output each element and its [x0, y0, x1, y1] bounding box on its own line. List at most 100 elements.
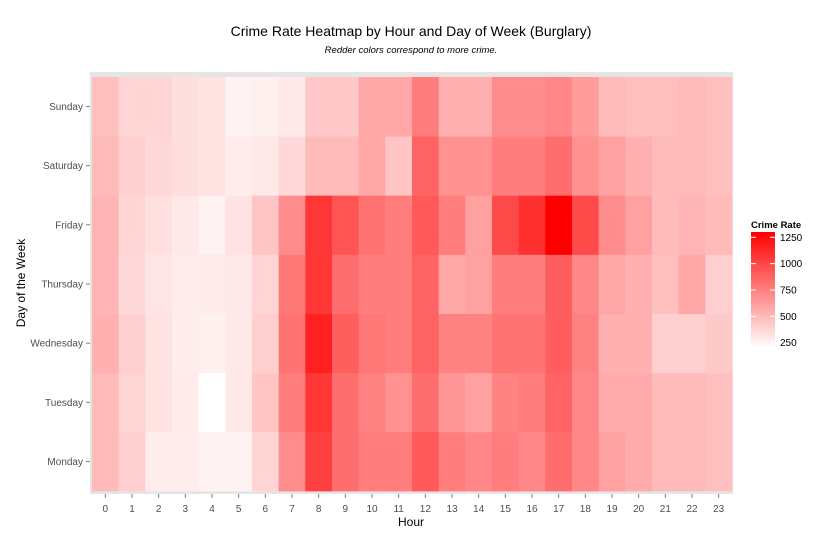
heatmap-cell: [412, 195, 440, 255]
heatmap-cell: [92, 313, 120, 374]
x-tick-label: 1: [129, 504, 135, 515]
heatmap-cell: [705, 372, 733, 433]
heatmap-cell: [572, 77, 600, 137]
heatmap-cell: [332, 254, 360, 314]
colorbar-tick-label: 750: [780, 286, 797, 297]
heatmap-cell: [92, 254, 120, 314]
heatmap-cell: [652, 372, 680, 433]
y-axis: Monday Tuesday Wednesday Thursday Friday Satu…: [30, 102, 90, 468]
heatmap-cell: [145, 431, 173, 492]
y-tick-label: Tuesday: [45, 398, 83, 409]
heatmap-cell: [145, 195, 173, 255]
heatmap-cell: [412, 136, 440, 196]
heatmap-cell: [145, 372, 173, 433]
y-tick-label: Friday: [55, 220, 83, 231]
heatmap-cell: [598, 254, 626, 314]
heatmap-cell: [225, 195, 253, 255]
heatmap-cell: [92, 372, 120, 433]
chart-title: Crime Rate Heatmap by Hour and Day of We…: [231, 23, 592, 39]
y-tick-label: Monday: [47, 457, 83, 468]
heatmap-cell: [172, 136, 200, 196]
heatmap-cell: [172, 195, 200, 255]
heatmap-cell: [678, 195, 706, 255]
heatmap-cells: [92, 77, 733, 492]
x-tick-label: 17: [553, 504, 565, 515]
heatmap-cell: [332, 136, 360, 196]
heatmap-cell: [225, 431, 253, 492]
heatmap-cell: [492, 195, 520, 255]
heatmap-cell: [705, 136, 733, 196]
heatmap-cell: [518, 195, 546, 255]
heatmap-cell: [278, 431, 306, 492]
x-tick-label: 23: [713, 504, 725, 515]
y-axis-title: Day of the Week: [14, 238, 28, 327]
heatmap-cell: [92, 195, 120, 255]
heatmap-cell: [198, 254, 226, 314]
heatmap-cell: [652, 313, 680, 374]
heatmap-cell: [572, 254, 600, 314]
heatmap-cell: [572, 313, 600, 374]
heatmap-cell: [438, 136, 466, 196]
heatmap-cell: [412, 77, 440, 137]
x-tick-label: 14: [473, 504, 485, 515]
heatmap-cell: [412, 313, 440, 374]
heatmap-cell: [198, 195, 226, 255]
heatmap-cell: [118, 313, 146, 374]
x-tick-label: 10: [366, 504, 378, 515]
heatmap-cell: [332, 313, 360, 374]
heatmap-cell: [678, 136, 706, 196]
x-axis: 0 1 2 3 4 5 6 7 8 9 10 11 12 13 14 15 16 17 18 19 20 21 22 23: [103, 494, 725, 515]
heatmap-cell: [492, 136, 520, 196]
colorbar-ticks: 250 500 750 1000 1250: [751, 233, 803, 349]
heatmap-cell: [438, 313, 466, 374]
x-tick-label: 11: [393, 504, 404, 515]
x-tick-label: 22: [686, 504, 698, 515]
heatmap-cell: [572, 372, 600, 433]
heatmap-cell: [492, 313, 520, 374]
heatmap-cell: [572, 195, 600, 255]
heatmap-cell: [358, 431, 386, 492]
heatmap-cell: [438, 254, 466, 314]
x-tick-label: 15: [500, 504, 512, 515]
y-tick-label: Wednesday: [30, 339, 83, 350]
heatmap-cell: [518, 372, 546, 433]
heatmap-cell: [705, 254, 733, 314]
heatmap-cell: [145, 313, 173, 374]
heatmap-cell: [278, 313, 306, 374]
heatmap-cell: [492, 254, 520, 314]
heatmap-cell: [225, 372, 253, 433]
heatmap-cell: [705, 77, 733, 137]
heatmap-cell: [705, 195, 733, 255]
heatmap-cell: [492, 431, 520, 492]
heatmap-cell: [172, 372, 200, 433]
heatmap-cell: [465, 136, 493, 196]
heatmap-cell: [118, 136, 146, 196]
heatmap-cell: [118, 431, 146, 492]
x-tick-label: 19: [606, 504, 618, 515]
x-tick-label: 13: [446, 504, 458, 515]
heatmap-cell: [412, 372, 440, 433]
colorbar-tick-label: 500: [780, 312, 797, 323]
x-tick-label: 20: [633, 504, 645, 515]
heatmap-cell: [358, 372, 386, 433]
heatmap-cell: [652, 254, 680, 314]
heatmap-cell: [518, 77, 546, 137]
heatmap-cell: [225, 77, 253, 137]
heatmap-cell: [625, 313, 653, 374]
colorbar-tick-label: 250: [780, 338, 797, 349]
heatmap-cell: [438, 195, 466, 255]
heatmap-cell: [652, 195, 680, 255]
heatmap-cell: [252, 372, 280, 433]
heatmap-cell: [145, 254, 173, 314]
heatmap-cell: [252, 136, 280, 196]
y-tick-label: Sunday: [49, 102, 83, 113]
heatmap-cell: [252, 254, 280, 314]
heatmap-cell: [385, 254, 413, 314]
heatmap-cell: [678, 431, 706, 492]
heatmap-cell: [172, 254, 200, 314]
heatmap-cell: [305, 77, 333, 137]
heatmap-cell: [465, 313, 493, 374]
heatmap-cell: [252, 195, 280, 255]
heatmap-cell: [358, 254, 386, 314]
x-tick-label: 16: [526, 504, 538, 515]
